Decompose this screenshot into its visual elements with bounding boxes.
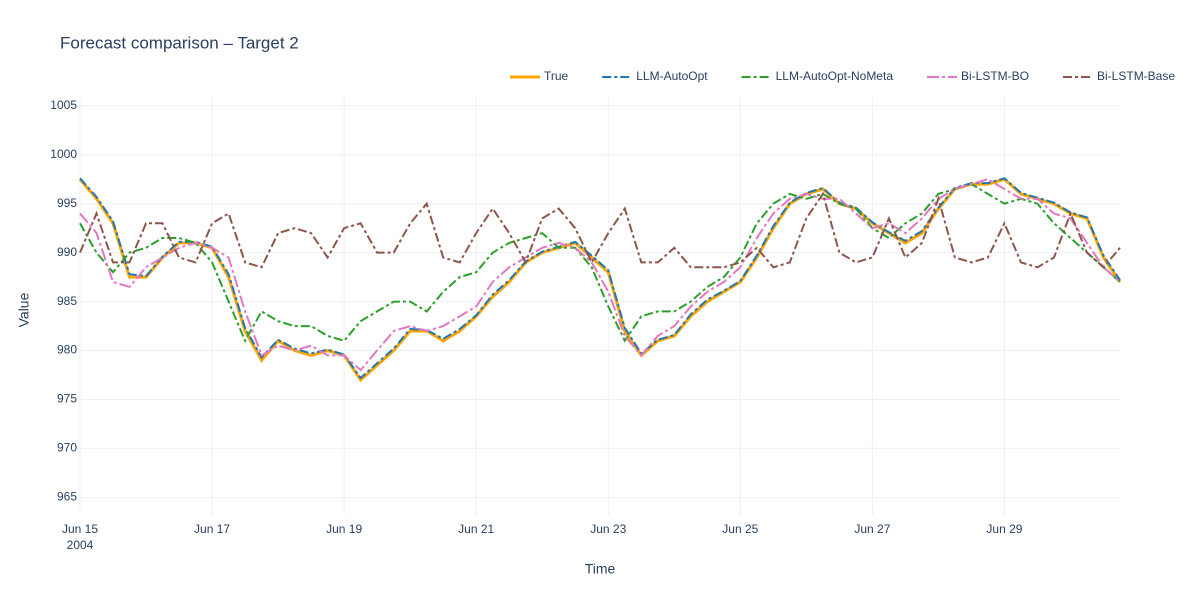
y-tick-label: 985	[57, 294, 77, 308]
x-tick-label: Jun 19	[326, 522, 363, 536]
legend-label: Bi-LSTM-Base	[1097, 69, 1175, 83]
x-tick-label: Jun 27	[854, 522, 891, 536]
legend-label: LLM-AutoOpt	[636, 69, 708, 83]
x-tick-label: Jun 25	[722, 522, 759, 536]
y-tick-label: 965	[57, 490, 77, 504]
series-line	[79, 177, 1121, 380]
x-axis-title: Time	[585, 561, 616, 577]
y-tick-label: 980	[57, 343, 77, 357]
x-tick-label: Jun 21	[458, 522, 495, 536]
x-tick-label: Jun 23	[590, 522, 627, 536]
legend-label: True	[544, 69, 569, 83]
y-tick-label: 1005	[50, 98, 77, 112]
legend-label: LLM-AutoOpt-NoMeta	[776, 69, 894, 83]
y-axis-title: Value	[16, 292, 32, 327]
y-tick-label: 990	[57, 245, 77, 259]
y-tick-label: 970	[57, 441, 77, 455]
x-tick-label: Jun 17	[194, 522, 231, 536]
y-tick-label: 1000	[50, 147, 77, 161]
x-tick-label: Jun 29	[986, 522, 1023, 536]
y-tick-label: 995	[57, 196, 77, 210]
series-line	[79, 191, 1121, 269]
series-line	[79, 183, 1121, 344]
y-tick-label: 975	[57, 392, 77, 406]
series-line	[79, 178, 1121, 372]
chart-title: Forecast comparison – Target 2	[60, 33, 299, 52]
legend-label: Bi-LSTM-BO	[961, 69, 1029, 83]
plot-lines	[78, 177, 1122, 383]
x-tick-label: Jun 15 2004	[61, 522, 99, 552]
